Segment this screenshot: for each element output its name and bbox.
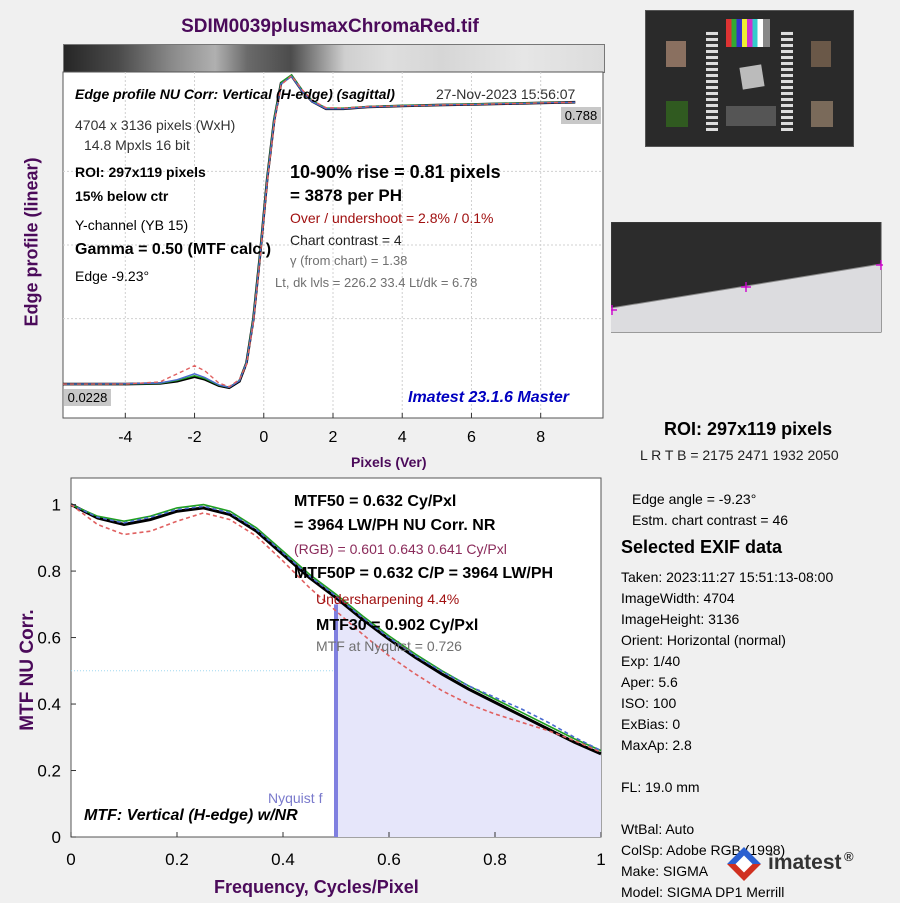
edge-max-label: 0.788 — [561, 107, 601, 124]
edge-x-tick-label: 8 — [536, 429, 545, 446]
mtf-y-axis-label: MTF NU Corr. — [17, 609, 38, 731]
exif-line: FL: 19.0 mm — [621, 779, 700, 795]
mtf-nyquist-fill — [336, 597, 601, 837]
image-size: 4704 x 3136 pixels (WxH) — [75, 117, 236, 133]
exif-line: WtBal: Auto — [621, 821, 695, 837]
exif-line: Exp: 1/40 — [621, 653, 681, 669]
below-ctr: 15% below ctr — [75, 188, 169, 204]
exif-title: Selected EXIF data — [621, 537, 783, 557]
imatest-logo-registered: ® — [844, 849, 854, 864]
edge-x-tick-label: 0 — [259, 429, 268, 446]
mtf-x-tick-label: 0.6 — [377, 850, 401, 869]
exif-line: ExBias: 0 — [621, 716, 681, 732]
chart-contrast: Estm. chart contrast = 46 — [632, 512, 789, 528]
roi-coords: L R T B = 2175 2471 1932 2050 — [640, 447, 839, 463]
per-ph-label: = 3878 per PH — [290, 186, 402, 205]
mtf-series-line — [70, 503, 602, 753]
mtf-y-tick-label: 0.4 — [37, 695, 61, 714]
nyquist-label: Nyquist f — [268, 790, 323, 806]
mtf-x-tick-label: 0 — [66, 850, 75, 869]
roi-crop-image — [611, 222, 883, 333]
chart-contrast-label: Chart contrast = 4 — [290, 232, 402, 248]
edge-y-axis-label: Edge profile (linear) — [21, 157, 42, 327]
rise-label: 10-90% rise = 0.81 pixels — [290, 162, 501, 182]
overshoot-label: Over / undershoot = 2.8% / 0.1% — [290, 210, 494, 226]
lwph-label: = 3964 LW/PH NU Corr. NR — [294, 517, 496, 534]
rgb-label: (RGB) = 0.601 0.643 0.641 Cy/Pxl — [294, 541, 507, 557]
mtf-y-tick-label: 1 — [52, 496, 61, 515]
channel-label: Y-channel (YB 15) — [75, 217, 189, 233]
mtf-y-tick-label: 0.6 — [37, 629, 61, 648]
mtf-x-tick-label: 1 — [596, 850, 605, 869]
mtf-y-tick-label: 0.8 — [37, 562, 61, 581]
edge-series-line — [63, 74, 576, 388]
roi-markers — [611, 260, 883, 315]
exif-line: Taken: 2023:11:27 15:51:13-08:00 — [621, 569, 834, 585]
edge-x-tick-label: 6 — [467, 429, 476, 446]
mtf50-label: MTF50 = 0.632 Cy/Pxl — [294, 493, 457, 510]
exif-line: Aper: 5.6 — [621, 674, 678, 690]
undersharp-label: Undersharpening 4.4% — [316, 591, 460, 607]
imatest-logo-text: imatest — [768, 851, 842, 874]
edge-x-tick-label: 4 — [398, 429, 407, 446]
exif-line: MaxAp: 2.8 — [621, 737, 692, 753]
edge-x-tick-label: 2 — [329, 429, 338, 446]
mtf30-label: MTF30 = 0.902 Cy/Pxl — [316, 617, 479, 634]
edge-x-axis-label: Pixels (Ver) — [351, 454, 427, 470]
megapixels: 14.8 Mpxls 16 bit — [84, 137, 190, 153]
levels-label: Lt, dk lvls = 226.2 33.4 Lt/dk = 6.78 — [275, 275, 478, 290]
mtf-x-axis-label: Frequency, Cycles/Pixel — [214, 877, 419, 897]
edge-x-tick-label: -2 — [187, 429, 201, 446]
exif-line: Model: SIGMA DP1 Merrill — [621, 884, 785, 900]
mtf-x-tick-label: 0.4 — [271, 850, 295, 869]
mtf-series-line — [70, 503, 602, 752]
edge-angle: Edge angle = -9.23° — [632, 491, 757, 507]
test-chart-thumbnail — [645, 10, 854, 147]
roi-size: ROI: 297x119 pixels — [664, 419, 833, 439]
edge-min-label: 0.0228 — [64, 389, 111, 406]
mtf50p-label: MTF50P = 0.632 C/P = 3964 LW/PH — [294, 565, 554, 582]
exif-line: ISO: 100 — [621, 695, 677, 711]
gamma-chart-label: γ (from chart) = 1.38 — [290, 253, 408, 268]
roi-label: ROI: 297x119 pixels — [75, 164, 206, 180]
exif-line: ImageHeight: 3136 — [621, 611, 740, 627]
nyquist-mtf-label: MTF at Nyquist = 0.726 — [316, 638, 462, 654]
edge-header: Edge profile NU Corr: Vertical (H-edge) … — [75, 86, 395, 102]
mtf-series-line — [70, 503, 602, 752]
exif-line: Make: SIGMA — [621, 863, 709, 879]
mtf-x-tick-label: 0.8 — [483, 850, 507, 869]
exif-line: ImageWidth: 4704 — [621, 590, 735, 606]
mtf-x-tick-label: 0.2 — [165, 850, 189, 869]
gamma-label: Gamma = 0.50 (MTF calc.) — [75, 241, 272, 258]
mtf-series-line — [70, 503, 602, 756]
file-title: SDIM0039plusmaxChromaRed.tif — [181, 16, 479, 37]
edge-x-tick-label: -4 — [118, 429, 132, 446]
mtf-y-tick-label: 0 — [52, 828, 61, 847]
mtf-y-tick-label: 0.2 — [37, 762, 61, 781]
edge-date: 27-Nov-2023 15:56:07 — [436, 86, 576, 102]
imatest-brand: Imatest 23.1.6 Master — [408, 389, 569, 406]
edge-angle-label: Edge -9.23° — [75, 268, 150, 284]
exif-line — [621, 798, 833, 819]
exif-line: Orient: Horizontal (normal) — [621, 632, 786, 648]
mtf-mode-label: MTF: Vertical (H-edge) w/NR — [84, 807, 298, 824]
exif-line — [621, 756, 833, 777]
